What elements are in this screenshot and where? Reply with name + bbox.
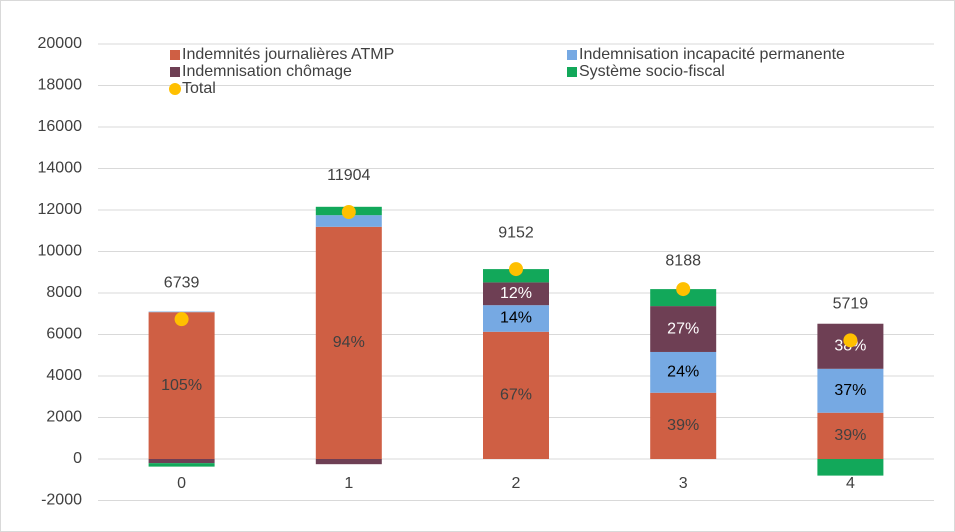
x-tick-label: 1 [344,475,353,492]
bar-segment [483,331,549,459]
y-tick-label: 8000 [46,284,82,301]
y-tick-label: 6000 [46,326,82,343]
segment-label: 39% [834,427,866,444]
total-point [341,204,356,219]
total-point [509,262,523,277]
legend-label: Indemnisation incapacité permanente [579,46,845,63]
bar-segment [650,306,717,352]
x-tick-label: 4 [846,475,855,492]
total-label: 6739 [164,274,200,291]
segment-label: 39% [667,417,699,434]
x-tick-label: 2 [512,475,521,492]
y-tick-label: 12000 [38,201,83,218]
bar-segment [148,463,215,467]
bar-segment [315,215,382,227]
total-label: 9152 [498,224,534,241]
y-tick-label: -2000 [41,492,82,509]
y-tick-label: 10000 [38,243,83,260]
y-tick-label: 18000 [38,77,83,94]
y-tick-label: 16000 [38,118,83,135]
legend-marker [567,50,577,60]
legend-marker [567,67,577,77]
legend-label: Total [182,80,216,97]
bar-segment [650,392,717,459]
total-point [174,312,189,327]
total-label: 11904 [327,167,370,184]
x-tick-label: 0 [177,475,186,492]
bar-segment [817,368,884,413]
bar-segment [148,311,215,313]
bar-segment [148,312,215,459]
y-tick-label: 20000 [38,35,83,52]
bar-segment [315,459,382,465]
bar-segment [650,351,717,393]
y-tick-label: 14000 [38,160,83,177]
segment-label: 105% [161,377,202,394]
bar-segment [148,459,215,464]
total-point [843,333,858,348]
y-tick-label: 4000 [46,367,82,384]
bar-segment [483,282,549,306]
bar-segment [315,226,382,459]
segment-label: 27% [667,320,699,337]
segment-label: 24% [667,364,699,381]
bar-segment [483,305,549,332]
total-label: 8188 [665,252,701,269]
bar-segment [817,459,884,476]
segment-label: 12% [500,285,532,302]
legend-marker [169,83,181,95]
y-tick-label: 0 [73,450,82,467]
legend-marker [170,50,180,60]
bar-segment [650,289,717,307]
legend-marker [170,67,180,77]
x-tick-label: 3 [679,475,688,492]
segment-label: 67% [500,387,532,404]
total-label: 5719 [833,296,869,313]
segment-label: 37% [834,382,866,399]
total-point [676,282,691,297]
legend-label: Indemnisation chômage [182,63,352,80]
segment-label: 14% [500,310,532,327]
legend-label: Indemnités journalières ATMP [182,46,394,63]
bar-segment [817,412,884,459]
y-tick-label: 2000 [46,409,82,426]
segment-label: 94% [333,334,365,351]
legend-label: Système socio-fiscal [579,63,725,80]
